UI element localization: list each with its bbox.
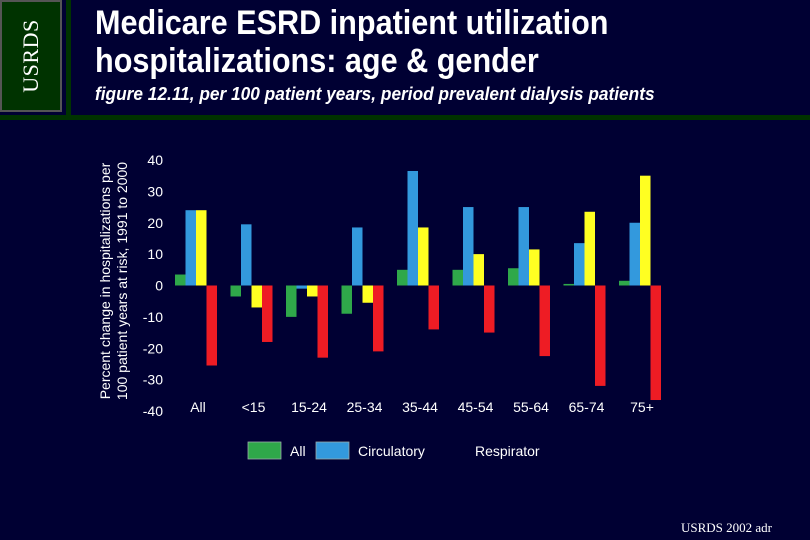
- x-tick-label: All: [190, 399, 206, 415]
- bar-all-5: [452, 269, 463, 286]
- y-tick-label: 0: [155, 278, 163, 294]
- bar-circulatory-1: [241, 224, 252, 286]
- page-title: Medicare ESRD inpatient utilization hosp…: [95, 4, 725, 80]
- bar-all-6: [508, 268, 519, 286]
- bar-respirator-3: [362, 285, 373, 303]
- bar-circulatory-7: [574, 243, 585, 286]
- y-tick-label: 40: [147, 152, 163, 168]
- bar-series-4-1: [262, 285, 273, 342]
- bar-circulatory-4: [407, 170, 418, 286]
- bar-all-4: [397, 269, 408, 286]
- legend-label-respirator: Respirator: [475, 443, 540, 459]
- y-axis-title-line-1: Percent change in hospitalizations per: [97, 162, 113, 399]
- x-tick-label: <15: [242, 399, 266, 415]
- bar-respirator-7: [584, 211, 595, 286]
- bar-respirator-1: [251, 285, 262, 308]
- bar-series-4-7: [595, 285, 606, 386]
- x-tick-label: 25-34: [347, 399, 383, 415]
- y-tick-label: -40: [143, 403, 163, 419]
- x-tick-label: 75+: [630, 399, 654, 415]
- bar-respirator-8: [640, 175, 651, 286]
- bar-respirator-4: [418, 227, 429, 286]
- y-tick-label: -10: [143, 309, 163, 325]
- x-tick-label: 15-24: [291, 399, 327, 415]
- x-tick-label: 35-44: [402, 399, 438, 415]
- page-subtitle: figure 12.11, per 100 patient years, per…: [95, 84, 655, 104]
- logo-box: USRDS: [0, 0, 62, 112]
- x-tick-label: 55-64: [513, 399, 549, 415]
- bar-respirator-2: [307, 285, 318, 297]
- legend-swatch-circulatory: [315, 441, 350, 460]
- bar-series-4-0: [206, 285, 217, 366]
- bar-circulatory-5: [463, 207, 474, 286]
- bar-series-4-6: [539, 285, 550, 357]
- bar-series-4-2: [317, 285, 328, 358]
- title-line-2: hospitalizations: age & gender: [95, 42, 539, 80]
- header-stripe: [66, 0, 71, 116]
- y-tick-label: 30: [147, 183, 163, 199]
- title-line-1: Medicare ESRD inpatient utilization: [95, 4, 609, 42]
- x-tick-label: 45-54: [458, 399, 494, 415]
- y-tick-label: -20: [143, 340, 163, 356]
- bar-respirator-0: [196, 210, 207, 286]
- chart-plot: 40 30 20 10 0 -10 -20 -30 -40 Percent change in h…: [97, 152, 661, 419]
- header-divider: [0, 115, 810, 120]
- bar-circulatory-8: [629, 222, 640, 286]
- bar-all-1: [230, 285, 241, 297]
- bar-all-7: [563, 283, 574, 286]
- bar-circulatory-6: [518, 207, 529, 286]
- y-tick-label: 20: [147, 215, 163, 231]
- bar-series-4-8: [650, 285, 661, 401]
- chart-legend: All Circulatory Respirator: [247, 441, 540, 460]
- x-tick-label: 65-74: [569, 399, 605, 415]
- bar-circulatory-3: [352, 227, 363, 286]
- legend-label-circulatory: Circulatory: [358, 443, 425, 459]
- bar-all-3: [341, 285, 352, 314]
- bar-circulatory-0: [185, 210, 196, 286]
- bar-respirator-5: [473, 254, 484, 286]
- bar-all-8: [619, 280, 630, 286]
- bar-series-4-4: [428, 285, 439, 330]
- footer-credit: USRDS 2002 adr: [680, 520, 772, 535]
- bar-series-4-3: [373, 285, 384, 352]
- bar-all-0: [175, 274, 186, 286]
- bar-series-4-5: [484, 285, 495, 333]
- y-tick-label: -30: [143, 372, 163, 388]
- legend-label-all: All: [290, 443, 306, 459]
- bar-respirator-6: [529, 249, 540, 286]
- bar-circulatory-2: [296, 285, 307, 289]
- y-tick-label: 10: [147, 246, 163, 262]
- bar-all-2: [286, 285, 297, 317]
- y-axis-title-line-2: 100 patient years at risk, 1991 to 2000: [114, 162, 130, 400]
- legend-swatch-all: [247, 441, 282, 460]
